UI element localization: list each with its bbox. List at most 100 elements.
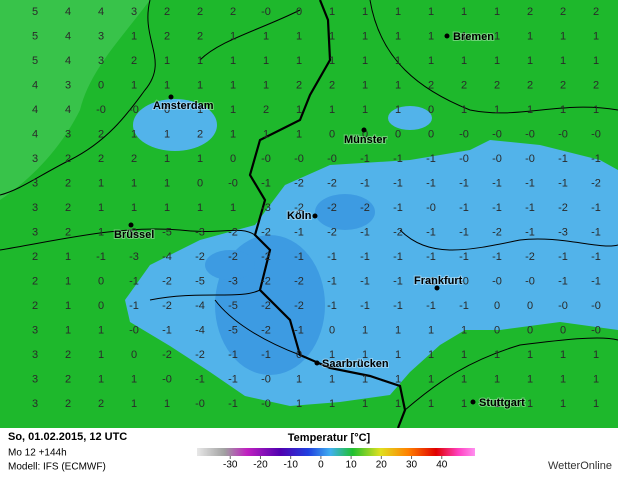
grid-value: -1 [558, 177, 568, 189]
grid-value: 1 [461, 30, 467, 42]
grid-value: 2 [65, 349, 71, 361]
grid-value: 1 [197, 202, 203, 214]
grid-value: 3 [98, 30, 104, 42]
grid-value: 1 [494, 30, 500, 42]
grid-value: 1 [593, 104, 599, 116]
grid-value: 2 [164, 6, 170, 18]
grid-value: 0 [428, 104, 434, 116]
grid-value: 2 [32, 300, 38, 312]
grid-value: -3 [228, 275, 238, 287]
grid-value: 1 [329, 373, 335, 385]
grid-value: 2 [98, 398, 104, 410]
grid-value: -1 [393, 275, 403, 287]
grid-value: -1 [228, 349, 238, 361]
grid-value: 1 [296, 104, 302, 116]
grid-value: 1 [395, 324, 401, 336]
model: Modell: IFS (ECMWF) [8, 462, 106, 473]
grid-value: 2 [65, 373, 71, 385]
grid-value: 1 [395, 55, 401, 67]
grid-value: -1 [426, 300, 436, 312]
colorbar-ticks: -30 -20 -10 0 10 20 30 40 [223, 456, 448, 471]
city-label: Amsterdam [153, 100, 214, 112]
grid-value: 0 [329, 324, 335, 336]
colorbar-tick-label: 10 [346, 460, 358, 471]
grid-value: 1 [461, 373, 467, 385]
grid-value: -2 [261, 226, 271, 238]
grid-value: 0 [494, 324, 500, 336]
grid-value: -0 [261, 6, 271, 18]
grid-value: 1 [230, 30, 236, 42]
grid-value: -1 [459, 202, 469, 214]
grid-value: 1 [131, 177, 137, 189]
grid-value: 3 [32, 226, 38, 238]
grid-value: 1 [131, 128, 137, 140]
grid-value: 1 [263, 79, 269, 91]
grid-value: -1 [459, 251, 469, 263]
grid-value: -2 [162, 349, 172, 361]
grid-value: 1 [560, 104, 566, 116]
grid-value: 1 [230, 55, 236, 67]
grid-value: 2 [32, 251, 38, 263]
grid-value: -1 [591, 202, 601, 214]
grid-value: -0 [129, 104, 139, 116]
grid-value: 1 [164, 177, 170, 189]
grid-value: 3 [65, 79, 71, 91]
grid-value: -2 [327, 226, 337, 238]
grid-value: -3 [129, 251, 139, 263]
grid-value: -1 [426, 251, 436, 263]
grid-value: -1 [426, 177, 436, 189]
grid-value: -4 [195, 300, 205, 312]
grid-value: 0 [164, 104, 170, 116]
grid-value: -1 [558, 275, 568, 287]
grid-value: -2 [228, 251, 238, 263]
grid-value: -0 [459, 128, 469, 140]
grid-value: 0 [494, 300, 500, 312]
grid-value: 2 [98, 153, 104, 165]
grid-value: 2 [164, 30, 170, 42]
grid-value: 2 [65, 202, 71, 214]
grid-value: 1 [395, 79, 401, 91]
grid-value: 4 [65, 30, 71, 42]
grid-value: -0 [591, 324, 601, 336]
grid-value: 4 [32, 104, 38, 116]
grid-value: -3 [558, 226, 568, 238]
grid-value: 0 [98, 300, 104, 312]
grid-value: 1 [494, 398, 500, 410]
grid-value: 1 [197, 104, 203, 116]
grid-value: 1 [65, 275, 71, 287]
grid-value: 0 [131, 349, 137, 361]
grid-value: -1 [393, 177, 403, 189]
grid-value: 2 [593, 6, 599, 18]
grid-value: -1 [591, 153, 601, 165]
grid-value: 1 [461, 324, 467, 336]
city-label: Bremen [453, 31, 494, 43]
grid-value: 1 [428, 398, 434, 410]
grid-value: -1 [360, 300, 370, 312]
grid-value: -1 [459, 300, 469, 312]
grid-value: 1 [527, 104, 533, 116]
grid-value: 1 [395, 30, 401, 42]
grid-value: 1 [362, 398, 368, 410]
grid-value: 1 [164, 55, 170, 67]
grid-value: 1 [395, 349, 401, 361]
grid-value: -1 [228, 398, 238, 410]
colorbar-tick-label: -30 [223, 460, 238, 471]
grid-value: 1 [329, 6, 335, 18]
city-dot [128, 222, 134, 228]
grid-value: 1 [296, 398, 302, 410]
grid-value: -0 [129, 324, 139, 336]
grid-value: 1 [593, 398, 599, 410]
grid-value: 1 [395, 373, 401, 385]
grid-value: 2 [527, 6, 533, 18]
grid-value: 1 [131, 398, 137, 410]
grid-value: 1 [263, 128, 269, 140]
grid-value: 0 [230, 153, 236, 165]
grid-value: 1 [428, 349, 434, 361]
grid-value: 2 [263, 104, 269, 116]
grid-value: -1 [360, 275, 370, 287]
grid-value: -1 [294, 226, 304, 238]
grid-value: -1 [129, 300, 139, 312]
grid-value: 0 [329, 128, 335, 140]
grid-value: 1 [329, 104, 335, 116]
grid-value: 1 [527, 30, 533, 42]
